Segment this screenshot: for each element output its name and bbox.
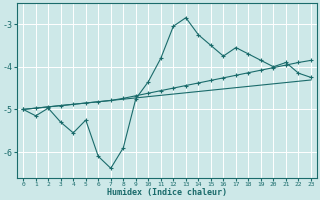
X-axis label: Humidex (Indice chaleur): Humidex (Indice chaleur) — [107, 188, 227, 197]
